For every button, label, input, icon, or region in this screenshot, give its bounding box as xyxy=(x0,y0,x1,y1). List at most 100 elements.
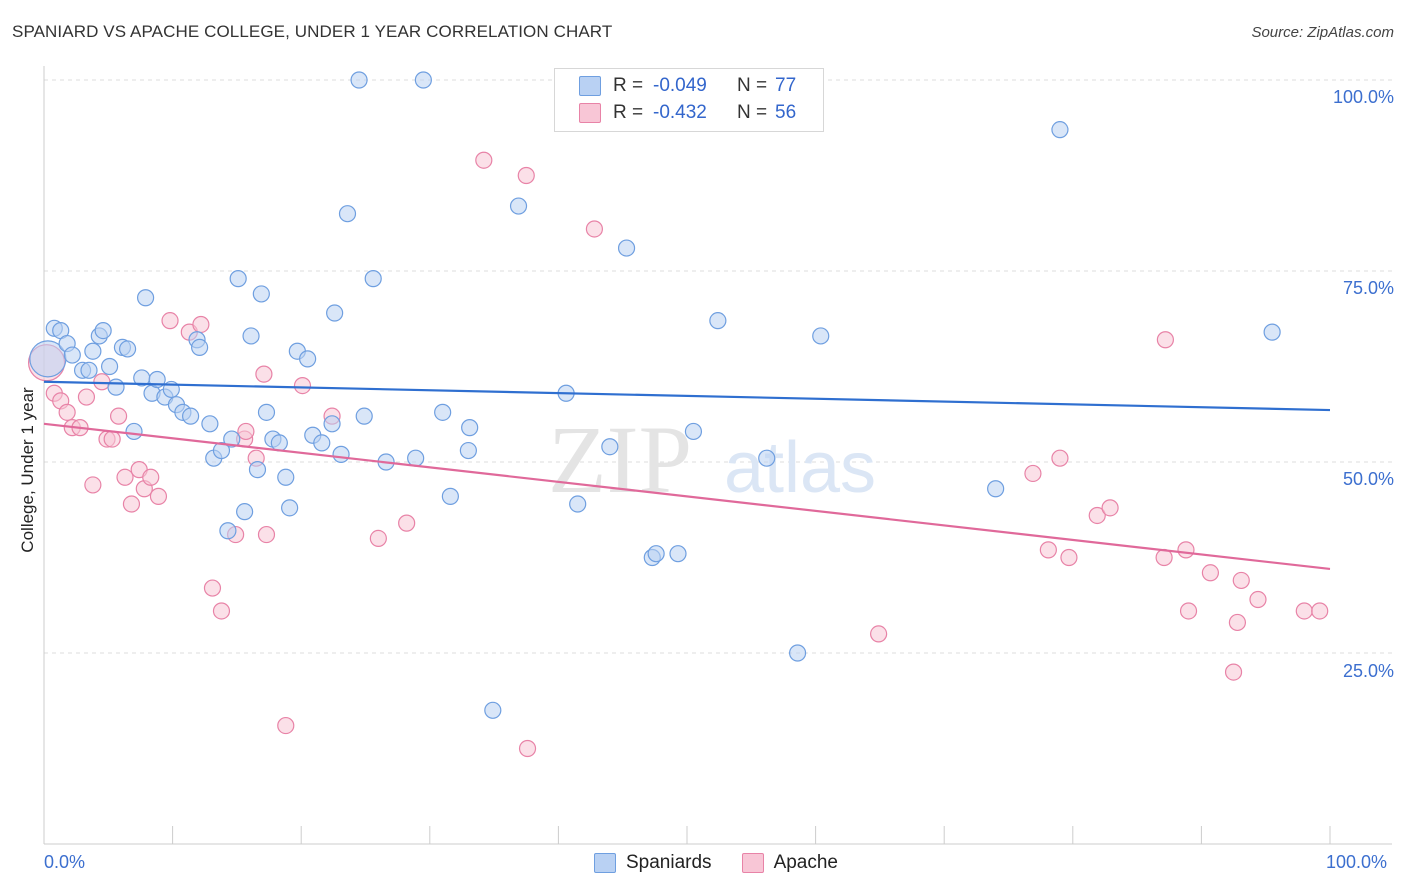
apache-point xyxy=(1156,331,1174,349)
spaniards-point xyxy=(459,441,477,460)
n-label: N = xyxy=(737,75,768,96)
n-value: 56 xyxy=(775,102,797,123)
spaniards-point xyxy=(229,270,247,288)
axes xyxy=(43,66,1392,845)
x-tick-label-max: 100.0% xyxy=(1326,852,1388,872)
apache-point xyxy=(149,487,168,505)
spaniards-point xyxy=(1051,121,1069,139)
spaniards-point xyxy=(191,338,209,356)
apache-point xyxy=(203,579,222,597)
spaniards-point xyxy=(281,499,299,517)
spaniards-point xyxy=(434,403,452,421)
spaniards-point xyxy=(248,461,267,479)
spaniards-point xyxy=(758,449,776,467)
y-tick-label-25: 25.0% xyxy=(1342,661,1394,681)
spaniards-point xyxy=(407,449,425,467)
spaniards-point xyxy=(355,407,373,425)
apache-point xyxy=(1311,602,1329,620)
watermark-zip: ZIP xyxy=(548,406,692,513)
spaniards-point xyxy=(201,415,219,433)
spaniards-point xyxy=(252,285,270,303)
apache-point xyxy=(77,388,96,406)
apache-point xyxy=(122,495,141,513)
x-tick-label-min: 0.0% xyxy=(44,852,86,872)
spaniards-point xyxy=(709,312,727,330)
apache-legend-swatch xyxy=(741,853,764,873)
n-label: N = xyxy=(737,102,768,123)
n-value: 77 xyxy=(775,75,797,96)
spaniards-legend-label: Spaniards xyxy=(626,852,712,873)
apache-point xyxy=(1039,541,1057,559)
spaniards-point xyxy=(107,378,125,396)
spaniards-point xyxy=(236,503,254,521)
grid-lines xyxy=(44,79,1392,654)
spaniards-point xyxy=(100,357,119,376)
spaniards-point xyxy=(364,270,382,288)
spaniards-point xyxy=(788,644,807,662)
spaniards-point xyxy=(223,430,241,448)
y-tick-label-75: 75.0% xyxy=(1342,278,1394,298)
spaniards-point xyxy=(812,327,830,345)
spaniards-point xyxy=(509,197,528,215)
apache-point xyxy=(1024,464,1042,483)
watermark-atlas: atlas xyxy=(724,428,876,508)
spaniards-points xyxy=(29,71,1281,719)
apache-swatch xyxy=(579,103,601,123)
apache-point xyxy=(237,422,255,441)
spaniards-point xyxy=(601,438,619,456)
watermark: ZIP atlas xyxy=(548,406,876,513)
spaniards-point xyxy=(94,321,112,340)
apache-point xyxy=(1224,663,1243,681)
correlation-legend: R = -0.049 N = 77 R = -0.432 N = 56 xyxy=(554,68,824,132)
spaniards-point xyxy=(219,522,237,540)
spaniards-point xyxy=(63,346,81,364)
spaniards-point xyxy=(332,445,350,463)
apache-point xyxy=(212,602,231,620)
apache-point xyxy=(84,476,102,494)
spaniards-point xyxy=(84,342,102,360)
spaniards-point xyxy=(461,419,479,437)
apache-point xyxy=(142,468,160,486)
y-tick-label-100: 100.0% xyxy=(1332,87,1394,107)
apache-point xyxy=(58,403,76,421)
spaniards-point xyxy=(323,415,341,433)
spaniards-point xyxy=(257,403,276,421)
apache-point xyxy=(116,468,134,486)
apache-point xyxy=(1060,548,1078,567)
apache-point xyxy=(161,312,179,330)
legend-item-apache: Apache xyxy=(741,852,838,874)
apache-point xyxy=(1179,602,1198,620)
spaniards-point xyxy=(684,422,703,441)
r-value: -0.049 xyxy=(653,75,707,96)
series-legend: Spaniards Apache xyxy=(594,852,868,874)
spaniards-point xyxy=(441,487,459,505)
legend-row-apache: R = -0.432 N = 56 xyxy=(579,100,796,126)
apache-point xyxy=(517,166,535,185)
y-tick-label-50: 50.0% xyxy=(1342,469,1394,489)
apache-point xyxy=(398,514,416,532)
spaniards-point xyxy=(242,327,260,345)
apache-point xyxy=(475,151,493,169)
spaniards-point xyxy=(277,468,295,486)
spaniards-point xyxy=(118,340,137,358)
trend-lines xyxy=(43,380,1331,571)
apache-point xyxy=(255,365,273,383)
spaniards-point xyxy=(350,71,368,89)
spaniards-point xyxy=(987,480,1005,498)
spaniards-point xyxy=(80,361,98,379)
spaniards-point xyxy=(313,434,331,452)
spaniards-point xyxy=(569,495,587,513)
apache-point xyxy=(1249,590,1267,609)
spaniards-point xyxy=(125,422,143,441)
spaniards-point xyxy=(326,304,344,322)
spaniards-point xyxy=(299,350,317,368)
spaniards-point xyxy=(669,545,687,563)
spaniards-swatch xyxy=(579,76,601,96)
spaniards-point xyxy=(617,239,636,257)
spaniards-point xyxy=(484,701,502,719)
apache-point xyxy=(1201,564,1220,582)
apache-point xyxy=(1051,449,1069,467)
spaniards-point xyxy=(270,434,288,452)
spaniards-point xyxy=(414,71,432,89)
